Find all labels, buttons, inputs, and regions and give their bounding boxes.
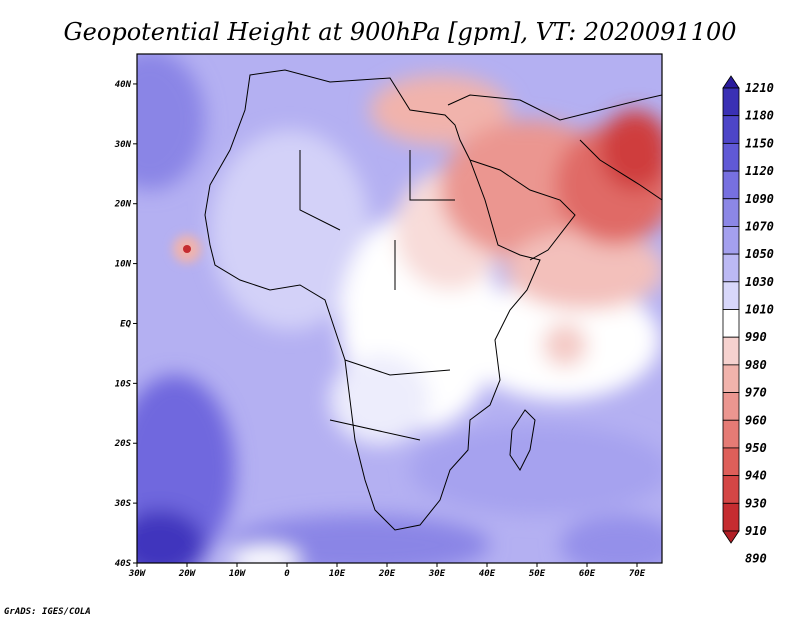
- colorbar-label: 990: [745, 330, 767, 344]
- colorbar-label: 1030: [745, 275, 774, 289]
- colorbar-label: 1120: [745, 164, 774, 178]
- x-axis: 30W 20W 10W 0 10E 20E 30E 40E 50E 60E 70E: [128, 563, 646, 579]
- y-tick-label: 10N: [115, 260, 132, 270]
- colorbar-swatch: [722, 364, 740, 393]
- x-tick-label: 20W: [178, 569, 197, 579]
- x-tick-label: 60E: [579, 569, 596, 579]
- y-tick-label: 30S: [114, 499, 132, 509]
- colorbar-label: 1050: [745, 247, 774, 261]
- y-tick-label: 10S: [115, 379, 132, 389]
- colorbar-label: 980: [745, 358, 767, 372]
- x-tick-label: 30W: [128, 569, 147, 579]
- colorbar-label: 910: [745, 524, 767, 538]
- colorbar-label: 1150: [745, 136, 774, 150]
- y-axis: 40N 30N 20N 10N EQ 10S 20S 30S 40S: [114, 80, 137, 569]
- x-tick-label: 70E: [629, 569, 646, 579]
- colorbar-swatch: [722, 115, 740, 144]
- colorbar-label: 1180: [745, 109, 774, 123]
- colorbar-label: 940: [745, 469, 767, 483]
- colorbar-swatch: [722, 309, 740, 338]
- y-tick-label: 20S: [114, 439, 132, 449]
- colorbar-swatch: [722, 281, 740, 310]
- x-tick-label: 10E: [329, 569, 346, 579]
- colorbar-swatch: [722, 198, 740, 227]
- colorbar-top-triangle: [722, 75, 740, 89]
- colorbar-label: 1090: [745, 192, 774, 206]
- colorbar-swatch: [722, 142, 740, 172]
- colorbar-label: 970: [745, 386, 767, 400]
- colorbar-swatch: [722, 253, 740, 283]
- colorbar-label: 1070: [745, 219, 774, 233]
- colorbar-swatch: [722, 336, 740, 366]
- colorbar-label: 930: [745, 496, 767, 510]
- colorbar-label: 890: [745, 552, 767, 566]
- x-tick-label: 20E: [378, 569, 396, 579]
- colorbar-label: 950: [745, 441, 767, 455]
- y-tick-label: EQ: [120, 319, 131, 329]
- colorbar-label: 1210: [745, 81, 774, 95]
- credit-label: GrADS: IGES/COLA: [4, 607, 91, 617]
- colorbar-label: 1010: [745, 303, 774, 317]
- colorbar-swatch: [722, 87, 740, 117]
- colorbar-swatch: [722, 475, 740, 504]
- map-frame: [136, 53, 663, 564]
- colorbar: 1210 1180 1150 1120 1090 1070 1050 1030 1010 990 9…: [722, 75, 774, 566]
- map-field: [137, 54, 662, 563]
- colorbar-bottom-triangle: [722, 530, 740, 544]
- chart-title: Geopotential Height at 900hPa [gpm], VT:…: [64, 18, 737, 46]
- x-tick-label: 10W: [229, 569, 247, 579]
- y-tick-label: 30N: [114, 140, 132, 150]
- colorbar-swatch: [722, 392, 740, 421]
- colorbar-swatch: [722, 447, 740, 477]
- colorbar-swatch: [722, 419, 740, 449]
- colorbar-swatch: [722, 226, 740, 255]
- coastlines: [204, 69, 662, 531]
- x-tick-label: 30E: [428, 569, 446, 579]
- colorbar-swatch: [722, 502, 740, 532]
- colorbar-swatch: [722, 170, 740, 200]
- y-tick-label: 40S: [115, 559, 132, 569]
- x-tick-label: 0: [284, 569, 290, 579]
- y-tick-label: 40N: [115, 80, 132, 90]
- colorbar-label: 960: [745, 413, 767, 427]
- x-tick-label: 40E: [479, 569, 496, 579]
- x-tick-label: 50E: [529, 569, 546, 579]
- y-tick-label: 20N: [114, 200, 132, 210]
